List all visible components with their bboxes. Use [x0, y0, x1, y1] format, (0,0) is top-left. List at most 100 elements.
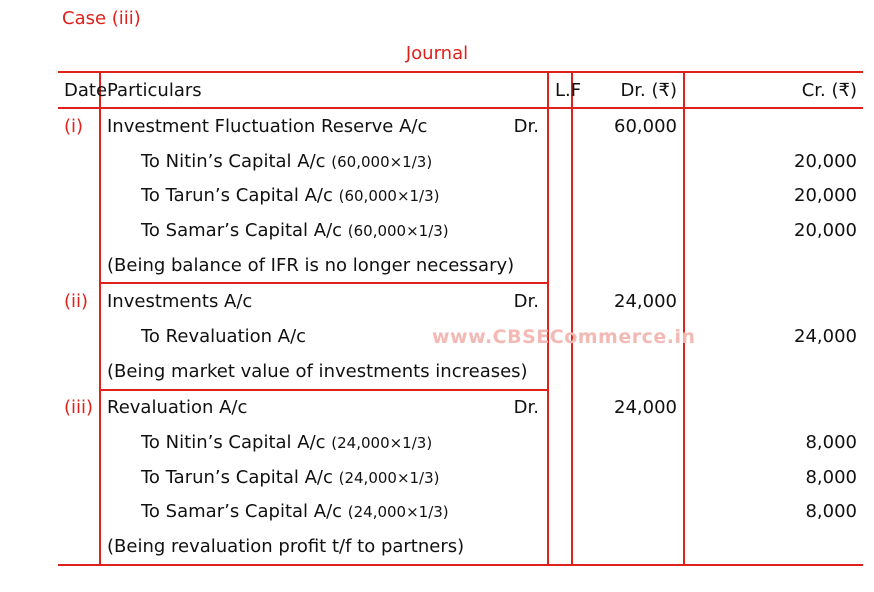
table-row: To Nitin’s Capital A/c (24,000×1/3) 8,00…: [58, 425, 863, 460]
credit-particular: To Revaluation A/c: [99, 319, 548, 354]
lf-cell: [547, 529, 572, 566]
watermark: www.CBSECommerce.in: [432, 326, 696, 348]
debit-account: Investments A/c: [107, 291, 253, 313]
debit-amount: [571, 213, 684, 248]
lf-cell: [547, 353, 572, 390]
credit-account: To Revaluation A/c: [141, 325, 307, 347]
lf-cell: [547, 143, 572, 179]
share-calculation: (60,000×1/3): [331, 152, 433, 171]
narration: (Being market value of investments incre…: [99, 353, 548, 391]
table-row: To Samar’s Capital A/c (60,000×1/3) 20,0…: [58, 213, 863, 248]
credit-amount: [683, 529, 863, 566]
credit-amount: 8,000: [683, 425, 863, 460]
debit-account: Investment Fluctuation Reserve A/c: [107, 115, 428, 137]
header-debit: Dr. (₹): [571, 71, 684, 109]
lf-cell: [547, 213, 572, 248]
share-calculation: (24,000×1/3): [331, 434, 433, 453]
share-calculation: (24,000×1/3): [347, 503, 449, 522]
lf-cell: [547, 178, 572, 214]
entry-date: [58, 425, 100, 460]
lf-cell: [547, 459, 572, 495]
credit-account: To Tarun’s Capital A/c: [141, 185, 333, 207]
table-row: To Samar’s Capital A/c (24,000×1/3) 8,00…: [58, 494, 863, 530]
lf-cell: [547, 319, 572, 354]
debit-amount: [571, 319, 684, 354]
share-calculation: (60,000×1/3): [338, 187, 440, 206]
debit-amount: 24,000: [571, 389, 684, 426]
narration: (Being revaluation profit t/f to partner…: [99, 529, 548, 566]
credit-account: To Tarun’s Capital A/c: [141, 466, 333, 488]
journal-table: Date Particulars L.F Dr. (₹) Cr. (₹) (i)…: [58, 71, 863, 566]
journal-title: Journal: [405, 43, 469, 64]
header-lf: L.F: [547, 71, 581, 109]
credit-account: To Nitin’s Capital A/c: [141, 432, 326, 454]
lf-cell: [547, 425, 572, 460]
lf-cell: [547, 494, 572, 530]
lf-cell: [547, 247, 572, 284]
lf-cell: [547, 108, 572, 144]
credit-account: To Samar’s Capital A/c: [141, 501, 343, 523]
dr-mark: Dr.: [513, 291, 539, 313]
entry-date: (iii): [64, 396, 94, 418]
credit-particular: To Samar’s Capital A/c (24,000×1/3): [99, 494, 548, 530]
table-row: (ii) Investments A/c Dr. 24,000: [58, 283, 863, 320]
credit-amount: 8,000: [683, 459, 863, 495]
credit-amount: [683, 353, 863, 390]
table-row: (Being market value of investments incre…: [58, 353, 863, 391]
entry-date: [58, 213, 100, 248]
table-row: (i) Investment Fluctuation Reserve A/c Dr…: [58, 108, 863, 144]
credit-amount: [683, 389, 863, 426]
header-row: Date Particulars L.F Dr. (₹) Cr. (₹): [58, 71, 863, 109]
dr-mark: Dr.: [513, 397, 539, 419]
credit-amount: 24,000: [683, 319, 863, 354]
credit-particular: To Samar’s Capital A/c (60,000×1/3): [99, 213, 548, 248]
credit-amount: [683, 247, 863, 284]
credit-particular: To Tarun’s Capital A/c (24,000×1/3): [99, 459, 548, 495]
debit-amount: 60,000: [571, 108, 684, 144]
debit-amount: [571, 143, 684, 179]
credit-particular: To Nitin’s Capital A/c (24,000×1/3): [99, 425, 548, 460]
credit-amount: [683, 283, 863, 320]
entry-date: [58, 144, 100, 179]
credit-amount: 20,000: [683, 143, 863, 179]
entry-date: [58, 178, 100, 213]
lf-cell: [547, 283, 572, 320]
entry-date: (i): [64, 115, 84, 137]
share-calculation: (24,000×1/3): [338, 468, 440, 487]
case-title: Case (iii): [62, 8, 141, 29]
debit-amount: [571, 529, 684, 566]
debit-amount: [571, 494, 684, 530]
credit-account: To Samar’s Capital A/c: [141, 219, 343, 241]
debit-amount: [571, 353, 684, 390]
credit-particular: To Tarun’s Capital A/c (60,000×1/3): [99, 178, 548, 214]
entry-date: [58, 460, 100, 495]
credit-account: To Nitin’s Capital A/c: [141, 150, 326, 172]
table-row: To Tarun’s Capital A/c (60,000×1/3) 20,0…: [58, 178, 863, 214]
credit-amount: 20,000: [683, 178, 863, 214]
header-particulars: Particulars: [99, 71, 548, 109]
table-row: (Being balance of IFR is no longer neces…: [58, 247, 863, 285]
entry-date: [58, 248, 100, 284]
debit-amount: 24,000: [571, 283, 684, 320]
table-row: To Revaluation A/c 24,000: [58, 319, 863, 354]
credit-amount: 8,000: [683, 494, 863, 530]
debit-particular: Revaluation A/c Dr.: [99, 389, 548, 426]
debit-amount: [571, 425, 684, 460]
header-credit: Cr. (₹): [683, 71, 863, 109]
debit-particular: Investment Fluctuation Reserve A/c Dr.: [99, 108, 548, 144]
debit-account: Revaluation A/c: [107, 397, 248, 419]
table-row: To Nitin’s Capital A/c (60,000×1/3) 20,0…: [58, 143, 863, 179]
header-date: Date: [58, 71, 107, 109]
entry-date: [58, 319, 100, 354]
credit-particular: To Nitin’s Capital A/c (60,000×1/3): [99, 143, 548, 179]
debit-amount: [571, 247, 684, 284]
share-calculation: (60,000×1/3): [347, 221, 449, 240]
credit-amount: [683, 108, 863, 144]
entry-date: [58, 495, 100, 530]
debit-amount: [571, 459, 684, 495]
entry-date: (ii): [64, 290, 89, 312]
narration: (Being balance of IFR is no longer neces…: [99, 247, 548, 285]
table-row: (Being revaluation profit t/f to partner…: [58, 529, 863, 566]
lf-cell: [547, 389, 572, 426]
table-row: To Tarun’s Capital A/c (24,000×1/3) 8,00…: [58, 459, 863, 495]
